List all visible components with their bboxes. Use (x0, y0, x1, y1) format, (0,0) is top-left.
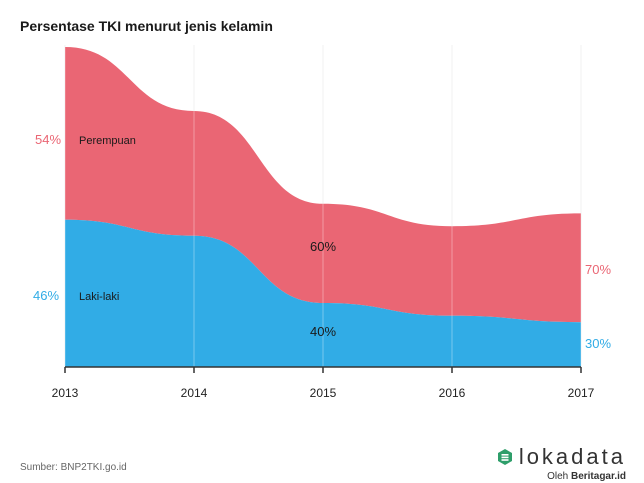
lokadata-icon (497, 449, 512, 465)
x-tick-label-2016: 2016 (439, 386, 466, 400)
series-area-laki-laki (65, 219, 581, 367)
brand-byline: Oleh Beritagar.id (497, 471, 626, 482)
chart-title: Persentase TKI menurut jenis kelamin (20, 18, 273, 34)
x-tick-label-2015: 2015 (310, 386, 337, 400)
x-tick-label-2013: 2013 (52, 386, 79, 400)
brand-block: lokadata Oleh Beritagar.id (497, 444, 626, 482)
annotation-mid-perempuan: 60% (310, 239, 336, 254)
annotation-right-laki: 30% (585, 336, 611, 351)
annotation-left-laki: 46% (33, 288, 59, 303)
brand-logo: lokadata (518, 444, 626, 469)
annotation-right-perempuan: 70% (585, 262, 611, 277)
annotation-mid-laki: 40% (310, 324, 336, 339)
brand-publisher: Beritagar.id (570, 471, 626, 482)
brand-by: Oleh (547, 471, 569, 482)
brand-logo-row: lokadata (497, 444, 626, 470)
x-tick-label-2017: 2017 (568, 386, 595, 400)
x-tick-label-2014: 2014 (181, 386, 208, 400)
series-label-perempuan: Perempuan (79, 135, 136, 147)
annotation-left-perempuan: 54% (35, 132, 61, 147)
source-note: Sumber: BNP2TKI.go.id (20, 462, 127, 473)
area-chart: 2013 2014 2015 2016 2017 54% Perempuan 46% Laki-… (33, 45, 611, 400)
series-label-laki-laki: Laki-laki (79, 291, 119, 303)
series-area-perempuan (65, 47, 581, 323)
